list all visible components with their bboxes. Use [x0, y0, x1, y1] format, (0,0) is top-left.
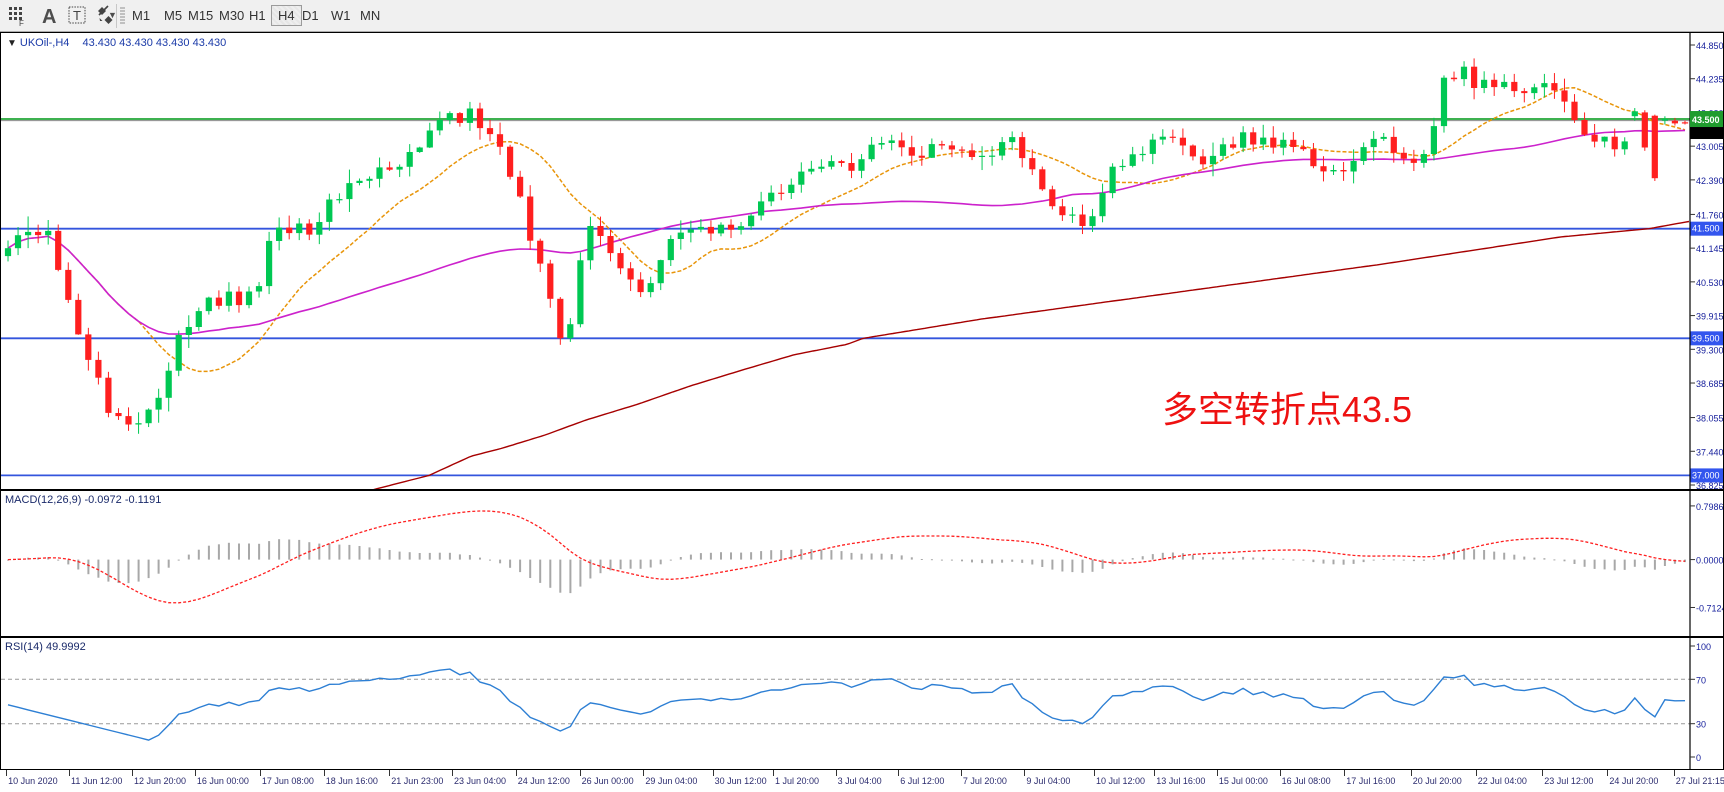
svg-text:37.440: 37.440 [1696, 447, 1724, 457]
svg-text:41.760: 41.760 [1696, 210, 1724, 220]
svg-text:39.500: 39.500 [1692, 333, 1720, 343]
svg-text:F: F [19, 19, 24, 26]
svg-text:30: 30 [1696, 720, 1706, 730]
svg-text:43.500: 43.500 [1692, 115, 1720, 125]
svg-text:43.005: 43.005 [1696, 142, 1724, 152]
svg-text:42.390: 42.390 [1696, 176, 1724, 186]
svg-text:40.530: 40.530 [1696, 278, 1724, 288]
svg-text:0.7986: 0.7986 [1696, 502, 1724, 512]
svg-text:0: 0 [1696, 753, 1701, 763]
svg-text:41.500: 41.500 [1692, 224, 1720, 234]
svg-text:T: T [73, 8, 81, 23]
svg-text:100: 100 [1696, 642, 1711, 652]
svg-text:37.000: 37.000 [1692, 470, 1720, 480]
svg-text:-0.7124: -0.7124 [1696, 603, 1724, 613]
svg-text:39.915: 39.915 [1696, 312, 1724, 322]
svg-text:44.235: 44.235 [1696, 75, 1724, 85]
svg-text:38.685: 38.685 [1696, 379, 1724, 389]
svg-text:多空转折点43.5: 多空转折点43.5 [1162, 389, 1412, 430]
svg-text:70: 70 [1696, 675, 1706, 685]
svg-text:39.300: 39.300 [1696, 345, 1724, 355]
svg-text:41.145: 41.145 [1696, 244, 1724, 254]
svg-text:0.0000: 0.0000 [1696, 556, 1724, 566]
svg-text:44.850: 44.850 [1696, 41, 1724, 51]
svg-text:38.055: 38.055 [1696, 414, 1724, 424]
svg-text:36.825: 36.825 [1696, 481, 1724, 490]
